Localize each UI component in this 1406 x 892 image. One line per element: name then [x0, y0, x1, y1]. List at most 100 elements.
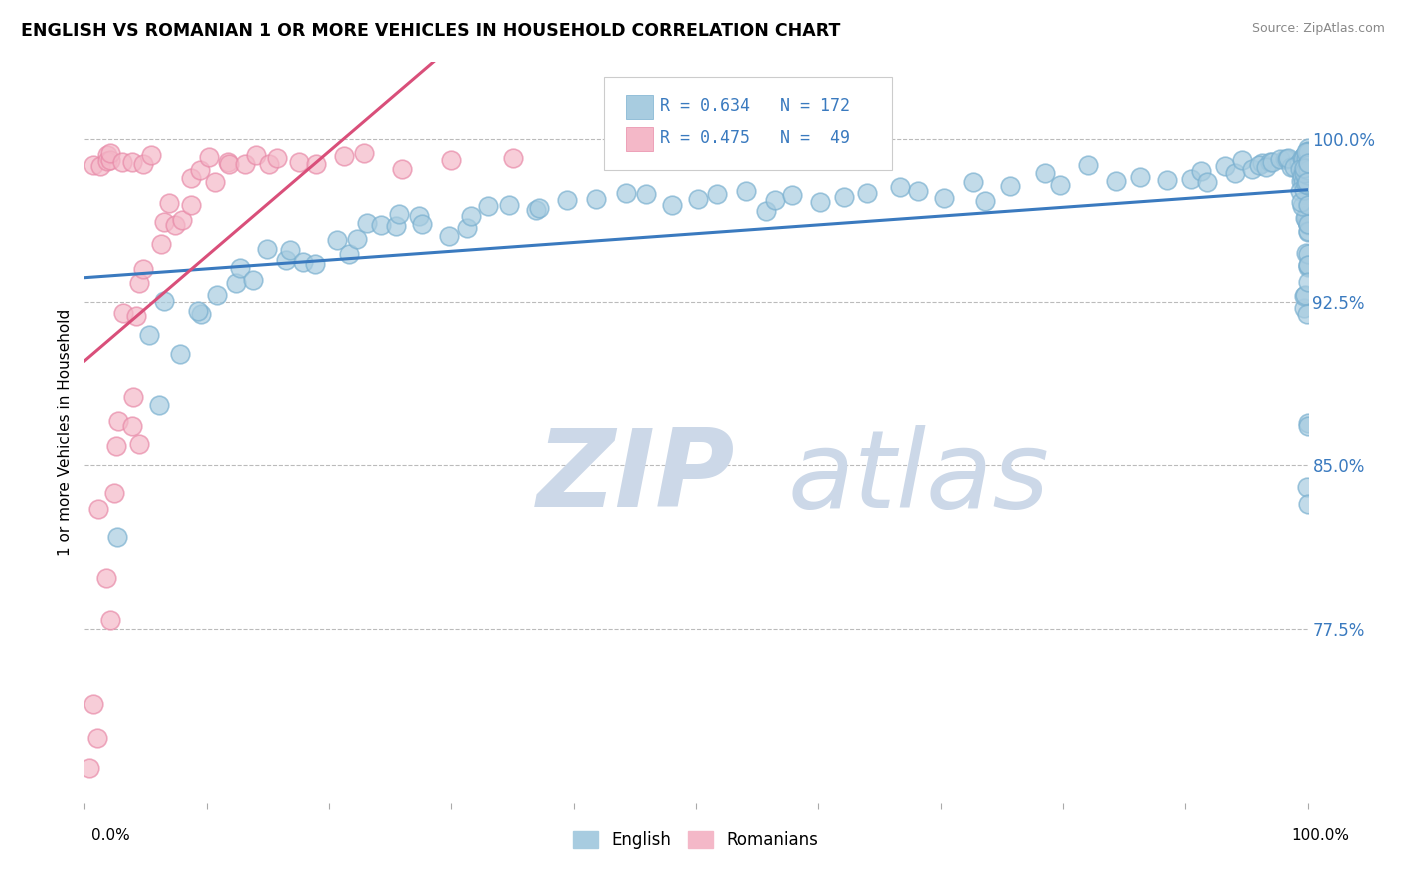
Point: [1292, 183, 1315, 197]
Point: [973, 194, 995, 209]
Point: [1292, 163, 1315, 178]
Point: [304, 257, 326, 271]
Point: [524, 203, 547, 218]
Point: [1247, 157, 1270, 171]
Point: [370, 218, 392, 232]
Point: [1260, 154, 1282, 169]
Point: [121, 419, 143, 434]
Point: [782, 187, 804, 202]
Point: [1296, 417, 1319, 431]
Point: [1295, 212, 1317, 227]
Point: [1296, 178, 1319, 193]
FancyBboxPatch shape: [626, 95, 654, 120]
Point: [132, 262, 155, 277]
Point: [439, 153, 461, 167]
Point: [1291, 169, 1313, 183]
Point: [688, 192, 710, 206]
Point: [172, 212, 194, 227]
Point: [229, 261, 252, 276]
Point: [1294, 148, 1316, 162]
Point: [1296, 145, 1319, 159]
Point: [1295, 175, 1317, 189]
Point: [1295, 147, 1317, 161]
Point: [1296, 497, 1319, 511]
Point: [889, 180, 911, 194]
Point: [1296, 202, 1319, 217]
Point: [1296, 218, 1319, 232]
Point: [907, 184, 929, 198]
Point: [1295, 214, 1317, 228]
Point: [1296, 217, 1319, 231]
Point: [1180, 172, 1202, 186]
Point: [585, 193, 607, 207]
Point: [111, 154, 134, 169]
Point: [1291, 151, 1313, 165]
Point: [242, 272, 264, 286]
Point: [1296, 164, 1319, 178]
Point: [1076, 158, 1098, 172]
Point: [998, 178, 1021, 193]
Point: [477, 199, 499, 213]
Point: [356, 216, 378, 230]
Point: [1189, 163, 1212, 178]
Point: [460, 209, 482, 223]
Point: [122, 390, 145, 404]
Point: [1296, 158, 1319, 172]
Point: [1296, 198, 1319, 212]
Point: [1258, 154, 1281, 169]
Point: [1292, 149, 1315, 163]
Point: [1296, 167, 1319, 181]
Point: [278, 243, 301, 257]
Point: [187, 303, 209, 318]
Point: [1240, 162, 1263, 177]
Point: [1296, 163, 1319, 178]
Point: [180, 198, 202, 212]
Point: [384, 219, 406, 233]
Point: [1289, 195, 1312, 210]
Point: [1296, 158, 1319, 172]
Point: [1296, 247, 1319, 261]
Point: [555, 194, 578, 208]
Point: [1296, 165, 1319, 179]
Point: [437, 229, 460, 244]
Point: [198, 150, 221, 164]
Point: [808, 195, 831, 210]
Y-axis label: 1 or more Vehicles in Household: 1 or more Vehicles in Household: [58, 309, 73, 557]
Point: [1256, 161, 1278, 175]
Point: [1295, 307, 1317, 321]
Point: [326, 233, 349, 247]
Text: R = 0.634   N = 172: R = 0.634 N = 172: [661, 97, 851, 115]
Point: [1295, 161, 1317, 176]
Point: [1156, 173, 1178, 187]
Point: [456, 220, 478, 235]
Point: [1292, 153, 1315, 168]
Point: [121, 154, 143, 169]
Point: [1277, 151, 1299, 165]
Point: [1296, 153, 1319, 168]
Point: [391, 161, 413, 176]
Point: [1296, 162, 1319, 177]
Point: [1230, 153, 1253, 167]
Point: [153, 215, 176, 229]
Point: [82, 158, 104, 172]
Point: [1296, 224, 1319, 238]
Point: [1296, 258, 1319, 272]
Point: [1291, 175, 1313, 189]
Point: [1296, 194, 1319, 209]
Point: [1296, 141, 1319, 155]
Point: [190, 307, 212, 321]
Point: [1213, 160, 1236, 174]
Point: [1294, 211, 1316, 225]
Point: [1289, 173, 1312, 187]
Point: [1279, 160, 1302, 174]
Point: [1296, 167, 1319, 181]
Point: [257, 157, 280, 171]
Point: [89, 159, 111, 173]
Point: [233, 157, 256, 171]
Point: [1295, 171, 1317, 186]
Point: [157, 195, 180, 210]
Point: [1296, 168, 1319, 182]
Point: [1296, 145, 1319, 160]
Point: [96, 148, 118, 162]
Point: [1294, 161, 1316, 175]
